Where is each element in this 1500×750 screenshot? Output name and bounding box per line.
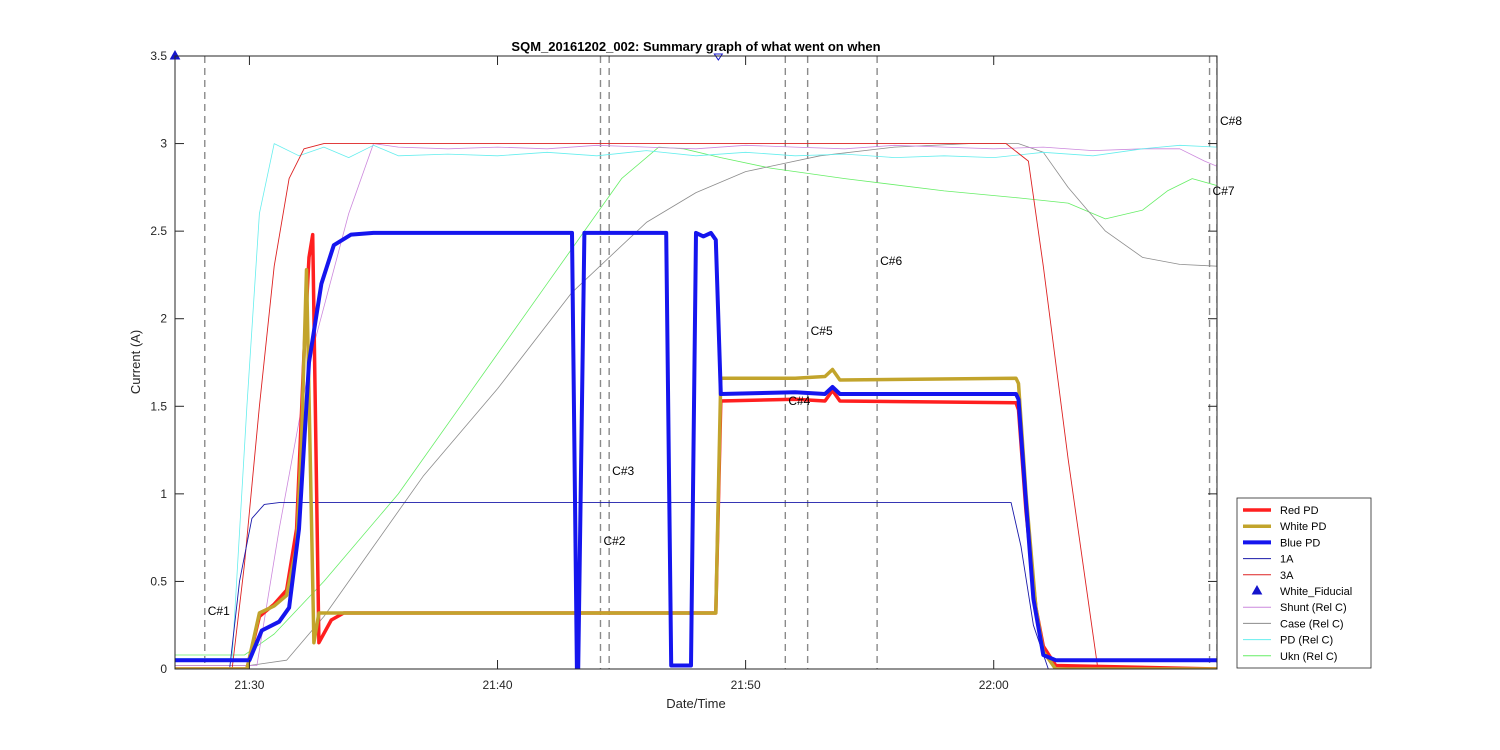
cursor-label-c-2: C#2 [603, 534, 625, 548]
cursor-label-c-1: C#1 [208, 604, 230, 618]
x-tick-label: 21:40 [483, 678, 513, 692]
cursor-label-c-4: C#4 [788, 394, 810, 408]
series-line-1a [175, 502, 1217, 669]
y-axis-ticks: 0 0.5 1 1.5 2 2.5 3 3.5 [150, 49, 1217, 676]
y-tick-label: 0.5 [150, 574, 167, 588]
y-tick-label: 0 [160, 662, 167, 676]
series-line-shunt-rel-c [175, 143, 1217, 666]
y-tick-label: 1 [160, 487, 167, 501]
chart-title: SQM_20161202_002: Summary graph of what … [511, 39, 880, 54]
cursor-label-c-3: C#3 [612, 464, 634, 478]
fiducial-marker-2 [713, 53, 724, 61]
cursor-label-c-8: C#8 [1220, 114, 1242, 128]
legend-label-1a: 1A [1280, 554, 1294, 566]
series-line-blue-pd [175, 230, 1217, 669]
y-tick-label: 1.5 [150, 399, 167, 413]
x-tick-label: 21:30 [234, 678, 264, 692]
legend-label-blue-pd: Blue PD [1280, 537, 1320, 549]
x-axis-label: Date/Time [666, 696, 725, 711]
x-tick-label: 21:50 [731, 678, 761, 692]
legend-label-red-pd: Red PD [1280, 505, 1319, 517]
legend-label-ukn-rel-c: Ukn (Rel C) [1280, 651, 1337, 663]
legend-items: Red PD White PD Blue PD 1A 3A White_Fiducial S… [1243, 505, 1352, 663]
y-tick-label: 3.5 [150, 49, 167, 63]
x-tick-label: 22:00 [979, 678, 1009, 692]
legend-swatch-white-fiducial [1251, 584, 1263, 595]
series-line-3a [175, 143, 1217, 669]
legend-label-3a: 3A [1280, 570, 1294, 582]
cursor-label-c-7: C#7 [1213, 184, 1235, 198]
series-line-case-rel-c [175, 143, 1217, 666]
y-tick-label: 2 [160, 312, 167, 326]
legend-label-white-pd: White PD [1280, 521, 1327, 533]
legend-label-pd-rel-c: PD (Rel C) [1280, 635, 1333, 647]
legend: Red PD White PD Blue PD 1A 3A White_Fiducial S… [1236, 497, 1372, 669]
legend-label-shunt-rel-c: Shunt (Rel C) [1280, 602, 1347, 614]
y-axis-label: Current (A) [128, 330, 143, 394]
series-layer [175, 143, 1217, 669]
cursor-label-c-5: C#5 [811, 324, 833, 338]
series-line-ukn-rel-c [175, 146, 1217, 656]
plot-frame [174, 55, 1218, 670]
y-tick-label: 2.5 [150, 224, 167, 238]
cursor-label-c-6: C#6 [880, 254, 902, 268]
x-axis-ticks: 21:30 21:40 21:50 22:00 [234, 56, 1009, 692]
legend-label-white-fiducial: White_Fiducial [1280, 586, 1352, 598]
cursor-labels: C#1 C#2 C#3 C#4 C#5 C#6 C#7 C#8 [208, 114, 1243, 618]
y-tick-label: 3 [160, 137, 167, 151]
series-line-pd-rel-c [175, 143, 1217, 659]
legend-label-case-rel-c: Case (Rel C) [1280, 618, 1344, 630]
